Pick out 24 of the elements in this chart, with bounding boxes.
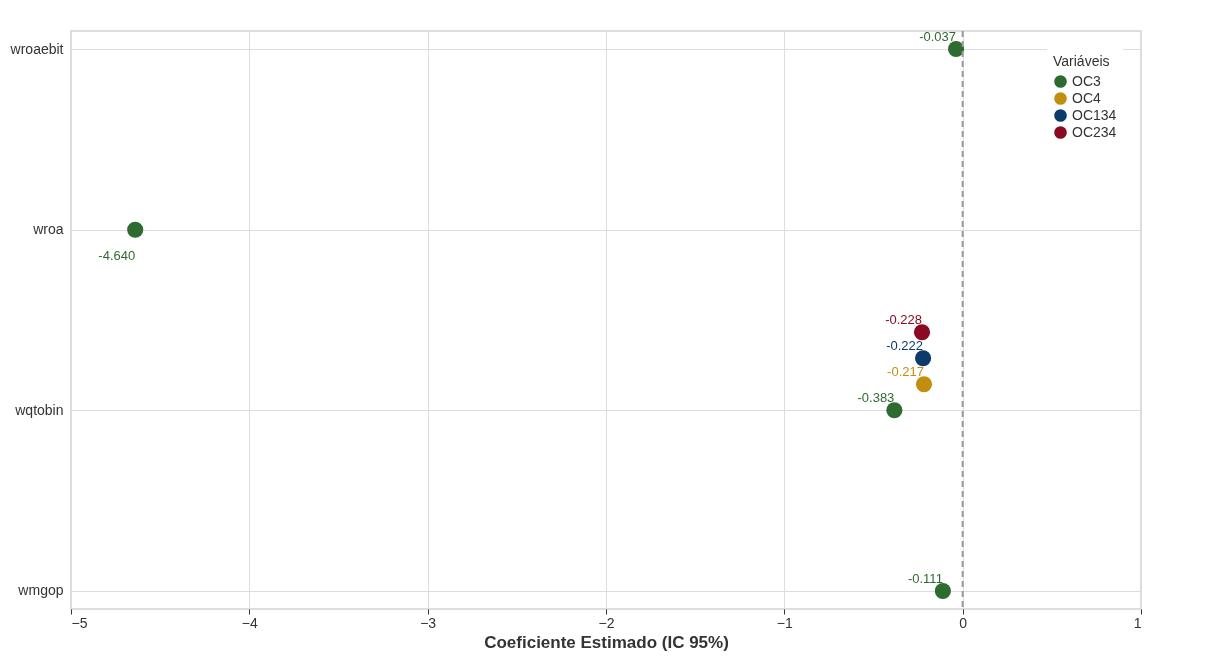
y-tick-label: wroaebit [9,40,64,57]
data-label: -0.383 [857,390,895,406]
y-tick-label: wqtobin [14,401,64,418]
data-label: -0.222 [886,338,924,354]
x-tick-label: −4 [241,614,259,631]
legend-title: Variáveis [1053,53,1110,69]
y-tick-label: wroa [32,221,64,238]
y-tick-label: wmgop [17,582,64,599]
legend-label: OC234 [1072,123,1117,140]
data-label: -4.640 [98,247,136,263]
legend-label: OC4 [1072,89,1101,106]
legend-label: OC3 [1072,72,1101,89]
data-label: -0.111 [907,570,943,586]
x-axis-title: Coeficiente Estimado (IC 95%) [484,632,729,652]
x-tick-label: −5 [71,614,88,631]
x-tick-label: 1 [1133,614,1142,631]
x-tick-label: −1 [776,614,794,631]
data-label: -0.228 [885,312,923,328]
data-label: -0.037 [919,29,957,45]
x-tick-label: 0 [959,614,968,631]
x-tick-label: −2 [598,614,615,631]
data-label: -0.217 [887,364,924,380]
legend-label: OC134 [1072,106,1117,123]
x-tick-label: −3 [420,614,437,631]
